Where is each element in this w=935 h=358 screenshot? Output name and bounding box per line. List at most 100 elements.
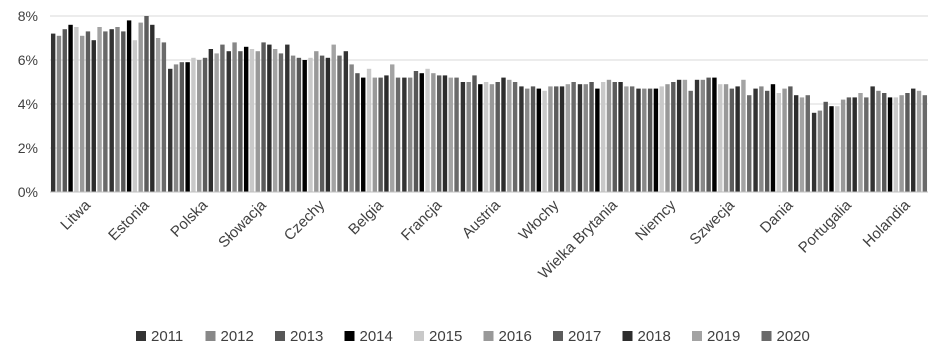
legend-label: 2011 [151, 328, 183, 345]
bar-2020-4 [337, 55, 342, 192]
bar-2013-3 [238, 51, 243, 193]
bar-2016-10 [665, 84, 670, 192]
bar-2016-3 [255, 51, 260, 193]
bar-2016-4 [314, 51, 319, 193]
bar-2011-2 [168, 68, 173, 192]
x-tick-label: Słowacja [215, 196, 270, 251]
bar-2013-12 [764, 90, 770, 192]
bar-2016-7 [489, 84, 495, 192]
legend-swatch-2016 [483, 331, 494, 341]
bar-2019-9 [624, 86, 629, 192]
x-axis-tick-labels: Litwa Estonia Polska Słowacja Czechy Belgia Fr… [57, 196, 914, 282]
x-tick-label: Estonia [105, 196, 153, 244]
bar-2015-3 [249, 49, 255, 192]
bar-2014-2 [185, 62, 190, 193]
bar-2020-13 [864, 97, 869, 192]
bar-2017-5 [378, 77, 383, 192]
bar-2017-0 [85, 31, 91, 193]
bar-2020-1 [161, 42, 167, 193]
x-tick-label: Niemcy [632, 196, 680, 244]
bar-2014-11 [712, 77, 717, 192]
legend-label: 2020 [777, 328, 810, 345]
bar-2014-7 [478, 84, 483, 192]
legend-swatch-2020 [761, 331, 772, 341]
bar-2011-10 [636, 88, 641, 192]
bar-2015-14 [893, 97, 899, 192]
y-tick-label: 4% [18, 96, 38, 112]
legend-swatch-2015 [414, 331, 424, 341]
legend-swatch-2014 [344, 331, 355, 341]
bar-2020-8 [571, 82, 576, 192]
bar-2017-6 [436, 75, 442, 192]
y-axis-tick-labels: 0% 2% 4% 6% 8% [18, 8, 38, 200]
bar-2013-2 [179, 62, 185, 193]
bar-2019-14 [916, 90, 922, 192]
bar-2018-12 [793, 95, 799, 192]
bar-2011-9 [577, 84, 583, 192]
bar-2012-4 [290, 55, 296, 192]
bar-2014-13 [829, 106, 834, 192]
bar-2013-10 [647, 88, 653, 192]
bar-2019-8 [565, 84, 571, 192]
legend-label: 2012 [221, 328, 254, 345]
x-tick-label: Dania [757, 196, 797, 236]
legend-swatch-2012 [205, 331, 216, 341]
bar-2016-6 [431, 73, 436, 192]
bar-2018-4 [325, 57, 331, 192]
bar-2012-6 [407, 77, 413, 192]
bar-2012-7 [466, 82, 471, 192]
legend-swatch-2011 [136, 331, 146, 341]
bar-2018-10 [676, 79, 682, 192]
x-tick-label: Szwecja [686, 196, 738, 248]
bar-2013-4 [296, 57, 302, 192]
bar-2019-7 [507, 79, 512, 192]
bar-2011-7 [460, 82, 466, 192]
bar-2018-13 [852, 97, 857, 192]
bar-2016-9 [606, 79, 612, 192]
bar-2011-1 [109, 29, 114, 193]
bar-2012-10 [642, 88, 647, 192]
bar-2018-6 [442, 75, 448, 192]
legend-label: 2017 [568, 328, 601, 345]
bar-2011-3 [226, 51, 231, 193]
bar-2016-13 [840, 99, 846, 192]
bar-2017-11 [729, 88, 735, 192]
bar-2018-2 [208, 49, 214, 192]
x-tick-label: Litwa [57, 196, 94, 233]
legend-label: 2014 [360, 328, 393, 345]
x-tick-label: Francja [398, 196, 446, 244]
bar-2017-3 [261, 42, 266, 193]
x-tick-label: Polska [167, 196, 211, 240]
bar-2011-11 [694, 79, 700, 192]
bar-2018-3 [267, 44, 272, 192]
x-tick-label: Czechy [281, 196, 329, 244]
bar-2019-10 [682, 79, 688, 192]
bar-2016-11 [723, 84, 729, 192]
y-tick-label: 0% [18, 184, 38, 200]
bar-2012-12 [759, 86, 764, 192]
y-tick-label: 2% [18, 140, 38, 156]
legend-swatch-2019 [692, 331, 702, 341]
bar-2015-9 [600, 82, 606, 192]
bar-2012-5 [349, 64, 354, 192]
bar-2017-9 [612, 82, 617, 192]
bar-2016-12 [782, 88, 787, 192]
bar-2012-14 [876, 90, 881, 192]
bar-2014-10 [653, 88, 659, 192]
bar-2015-8 [542, 90, 547, 192]
bar-2012-3 [232, 42, 237, 193]
bar-2015-10 [659, 86, 664, 192]
bar-2017-12 [788, 86, 793, 192]
bar-2019-5 [390, 64, 395, 192]
bar-2013-14 [882, 93, 887, 192]
bar-2015-7 [483, 82, 489, 192]
bar-2012-8 [525, 88, 530, 192]
bar-2018-14 [911, 88, 916, 192]
bar-2020-9 [629, 86, 635, 192]
bar-2014-14 [887, 97, 893, 192]
bar-2018-0 [91, 40, 96, 193]
x-tick-label: Portugalia [795, 196, 855, 256]
bar-2011-14 [870, 86, 875, 192]
bar-2020-6 [454, 77, 459, 192]
